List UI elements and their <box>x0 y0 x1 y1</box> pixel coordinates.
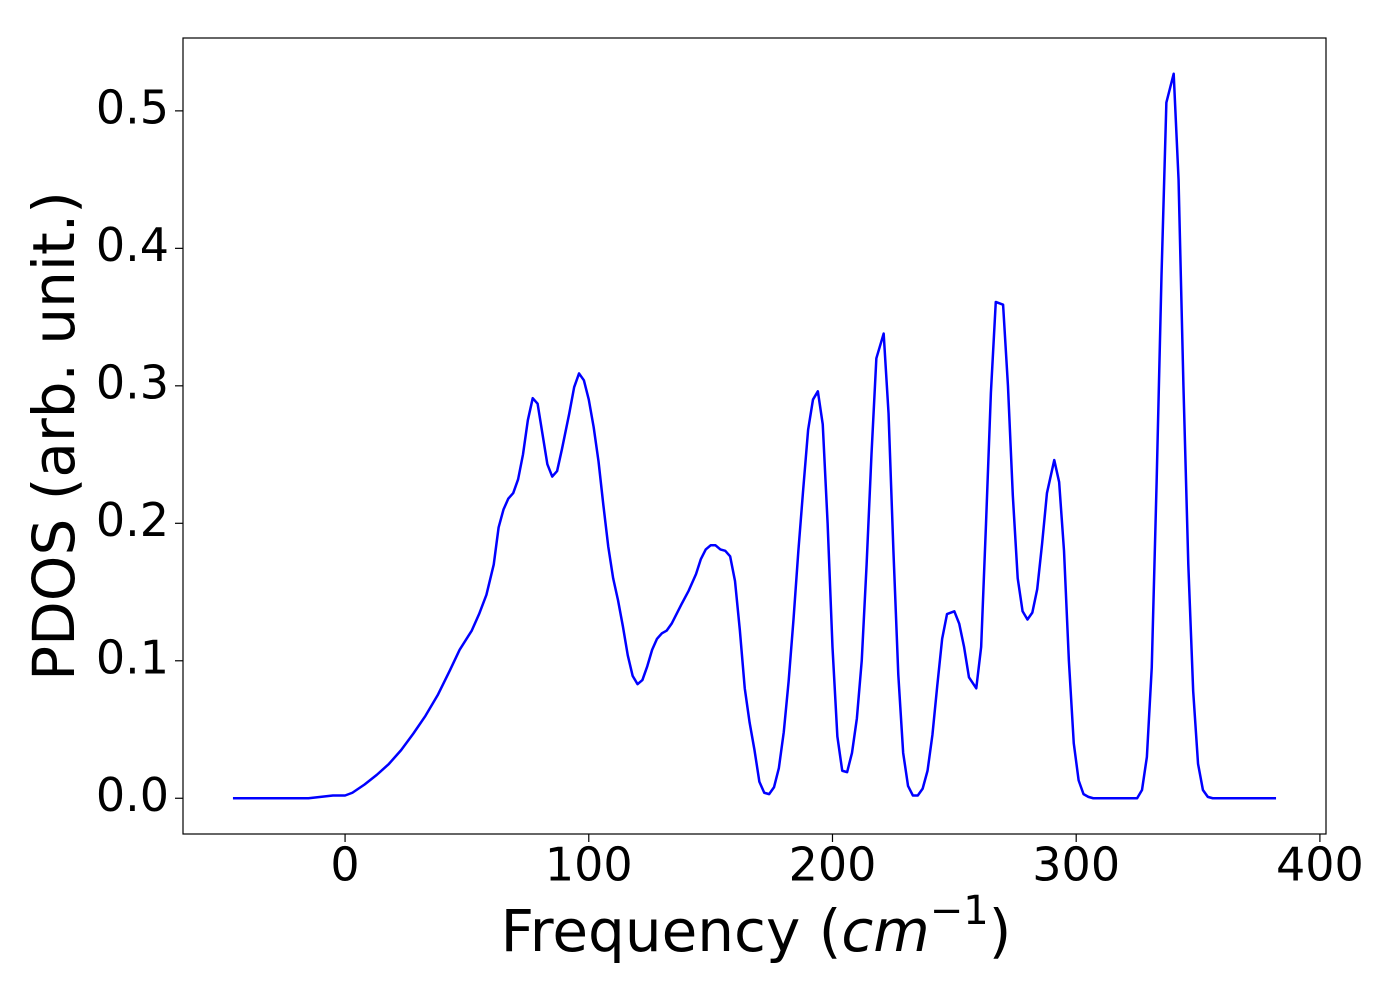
x-tick-label: 200 <box>789 838 877 892</box>
x-label-exponent: −1 <box>930 888 989 934</box>
y-tick-label: 0.4 <box>96 218 169 272</box>
y-tick-label: 0.2 <box>96 493 169 547</box>
x-tick-label: 0 <box>330 838 359 892</box>
x-tick-label: 400 <box>1276 838 1364 892</box>
x-axis-label: Frequency (cm−1) <box>501 888 1012 965</box>
x-label-text: Frequency ( <box>501 897 842 965</box>
y-tick-label: 0.3 <box>96 355 169 409</box>
pdos-line <box>232 72 1277 800</box>
x-tick-label: 100 <box>545 838 633 892</box>
plot-frame <box>182 37 1327 835</box>
x-tick-label: 300 <box>1032 838 1120 892</box>
x-label-close: ) <box>989 897 1012 965</box>
y-axis-label: PDOS (arb. unit.) <box>20 191 88 681</box>
y-tick-label: 0.1 <box>96 630 169 684</box>
x-label-unit: cm <box>841 897 929 965</box>
y-tick-label: 0.0 <box>96 768 169 822</box>
y-tick-label: 0.5 <box>96 80 169 134</box>
